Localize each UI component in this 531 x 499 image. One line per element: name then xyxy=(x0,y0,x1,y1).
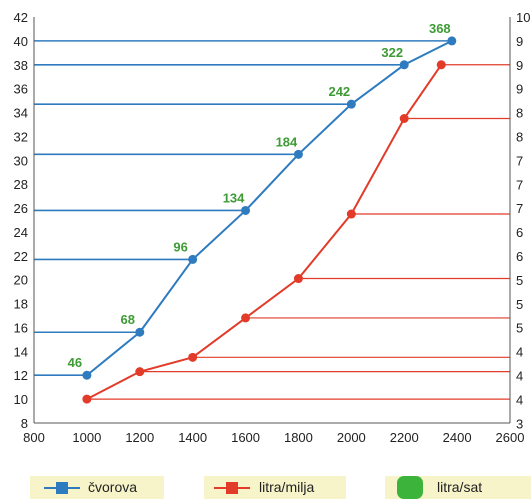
data-point-2 xyxy=(346,209,356,219)
y-tick-label: 40 xyxy=(14,34,28,49)
y-tick-label: 42 xyxy=(14,10,28,25)
right-tick-label: 4 xyxy=(516,345,523,360)
data-point-1 xyxy=(241,205,251,215)
y-tick-label: 32 xyxy=(14,129,28,144)
data-label: 134 xyxy=(223,190,245,205)
series-line-1 xyxy=(86,39,453,377)
right-tick-label: 6 xyxy=(516,249,523,264)
legend-label-2: litra/milja xyxy=(259,479,315,495)
right-tick-label: 7 xyxy=(516,177,523,192)
data-point-1 xyxy=(135,327,145,337)
x-tick-label: 2600 xyxy=(496,430,525,445)
right-tick-label: 8 xyxy=(516,106,523,121)
x-tick-label: 2400 xyxy=(443,430,472,445)
y-tick-label: 8 xyxy=(21,416,28,431)
series-lines xyxy=(82,36,457,404)
x-tick-label: 1400 xyxy=(178,430,207,445)
legend-marker-1 xyxy=(44,482,80,494)
right-tick-label: 9 xyxy=(516,58,523,73)
legend-label-1: čvorova xyxy=(88,479,138,495)
data-label: 242 xyxy=(328,84,350,99)
legend-marker-3 xyxy=(397,476,423,499)
legend-item-3: litra/sat xyxy=(385,476,531,499)
y-tick-label: 10 xyxy=(14,392,28,407)
x-tick-label: 800 xyxy=(23,430,45,445)
data-point-1 xyxy=(447,36,457,46)
y-tick-label: 30 xyxy=(14,153,28,168)
right-tick-label: 7 xyxy=(516,153,523,168)
y-tick-label: 24 xyxy=(14,225,28,240)
right-tick-label: 3 xyxy=(516,416,523,431)
data-label: 46 xyxy=(68,355,82,370)
series-line-2 xyxy=(86,64,443,401)
data-label: 96 xyxy=(173,239,187,254)
data-point-2 xyxy=(135,367,145,377)
right-tick-label: 9 xyxy=(516,34,523,49)
data-label: 368 xyxy=(429,21,451,36)
legend-label-3: litra/sat xyxy=(437,479,483,495)
right-tick-label: 5 xyxy=(516,321,523,336)
right-tick-label: 8 xyxy=(516,130,523,145)
y-tick-label: 28 xyxy=(14,177,28,192)
legend-item-1: čvorova xyxy=(30,476,164,499)
y-tick-label: 34 xyxy=(14,106,28,121)
right-tick-label: 9 xyxy=(516,82,523,97)
data-label: 68 xyxy=(121,312,135,327)
right-tick-label: 4 xyxy=(516,392,523,407)
data-point-1 xyxy=(346,99,356,109)
y-tick-label: 16 xyxy=(14,320,28,335)
y-tick-label: 14 xyxy=(14,344,28,359)
y-tick-label: 20 xyxy=(14,273,28,288)
data-label: 184 xyxy=(276,134,298,149)
right-tick-label: 10 xyxy=(516,10,530,25)
y-tick-label: 22 xyxy=(14,249,28,264)
y-tick-label: 12 xyxy=(14,368,28,383)
x-tick-label: 1800 xyxy=(284,430,313,445)
x-tick-label: 2200 xyxy=(390,430,419,445)
y-tick-label: 38 xyxy=(14,58,28,73)
data-point-2 xyxy=(436,60,446,70)
data-point-2 xyxy=(293,274,303,284)
y-tick-label: 18 xyxy=(14,297,28,312)
right-tick-label: 7 xyxy=(516,201,523,216)
y-tick-label: 36 xyxy=(14,82,28,97)
right-tick-label: 5 xyxy=(516,273,523,288)
y-tick-label: 26 xyxy=(14,201,28,216)
x-tick-label: 1600 xyxy=(231,430,260,445)
reference-lines xyxy=(34,40,510,400)
data-label: 322 xyxy=(381,45,403,60)
legend-item-2: litra/milja xyxy=(204,476,346,499)
right-tick-label: 6 xyxy=(516,225,523,240)
data-labels: 46 68 96 134 184 242 322 368 xyxy=(68,21,451,370)
data-point-2 xyxy=(82,394,92,404)
data-point-2 xyxy=(188,352,198,362)
x-tick-label: 1000 xyxy=(72,430,101,445)
legend-marker-2 xyxy=(214,482,250,494)
right-tick-label: 4 xyxy=(516,369,523,384)
x-tick-label: 1200 xyxy=(125,430,154,445)
data-point-1 xyxy=(399,60,409,70)
data-point-2 xyxy=(399,114,409,123)
data-point-1 xyxy=(82,370,92,380)
data-point-2 xyxy=(241,313,251,323)
x-tick-label: 2000 xyxy=(337,430,366,445)
right-tick-label: 5 xyxy=(516,297,523,312)
data-point-1 xyxy=(188,254,198,264)
data-point-1 xyxy=(293,149,303,159)
